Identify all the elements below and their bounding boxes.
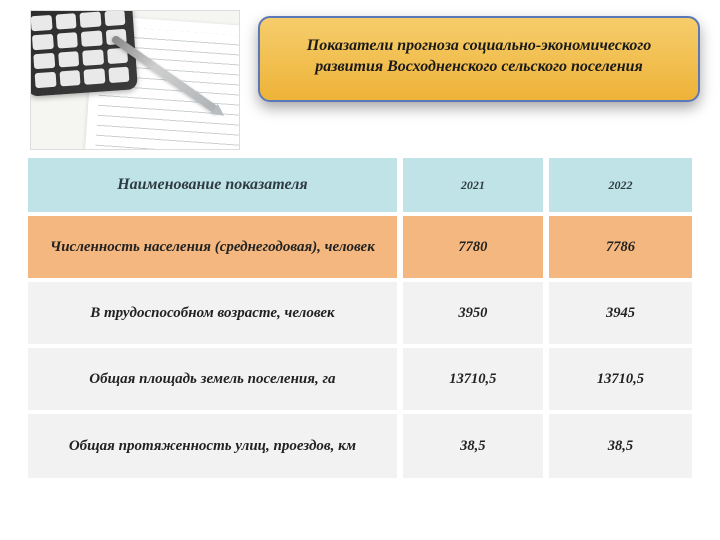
row-val-2022: 7786	[546, 214, 692, 280]
calculator-icon	[30, 10, 138, 97]
indicators-table: Наименование показателя 2021 2022 Числен…	[28, 158, 692, 478]
table-row: Численность населения (среднегодовая), ч…	[28, 214, 692, 280]
table-header-row: Наименование показателя 2021 2022	[28, 158, 692, 214]
table-body: Численность населения (среднегодовая), ч…	[28, 214, 692, 478]
row-label: Общая площадь земель поселения, га	[28, 346, 400, 412]
header-illustration	[30, 10, 240, 150]
col-header-2022: 2022	[546, 158, 692, 214]
row-label: В трудоспособном возрасте, человек	[28, 280, 400, 346]
row-val-2021: 13710,5	[400, 346, 546, 412]
col-header-2021: 2021	[400, 158, 546, 214]
row-val-2021: 7780	[400, 214, 546, 280]
row-label: Общая протяженность улиц, проездов, км	[28, 412, 400, 478]
row-val-2021: 38,5	[400, 412, 546, 478]
row-label: Численность населения (среднегодовая), ч…	[28, 214, 400, 280]
indicators-table-container: Наименование показателя 2021 2022 Числен…	[28, 158, 692, 478]
row-val-2022: 13710,5	[546, 346, 692, 412]
page-title: Показатели прогноза социально-экономичес…	[258, 16, 700, 102]
row-val-2021: 3950	[400, 280, 546, 346]
row-val-2022: 38,5	[546, 412, 692, 478]
row-val-2022: 3945	[546, 280, 692, 346]
table-row: В трудоспособном возрасте, человек 3950 …	[28, 280, 692, 346]
table-row: Общая площадь земель поселения, га 13710…	[28, 346, 692, 412]
col-header-name: Наименование показателя	[28, 158, 400, 214]
table-row: Общая протяженность улиц, проездов, км 3…	[28, 412, 692, 478]
